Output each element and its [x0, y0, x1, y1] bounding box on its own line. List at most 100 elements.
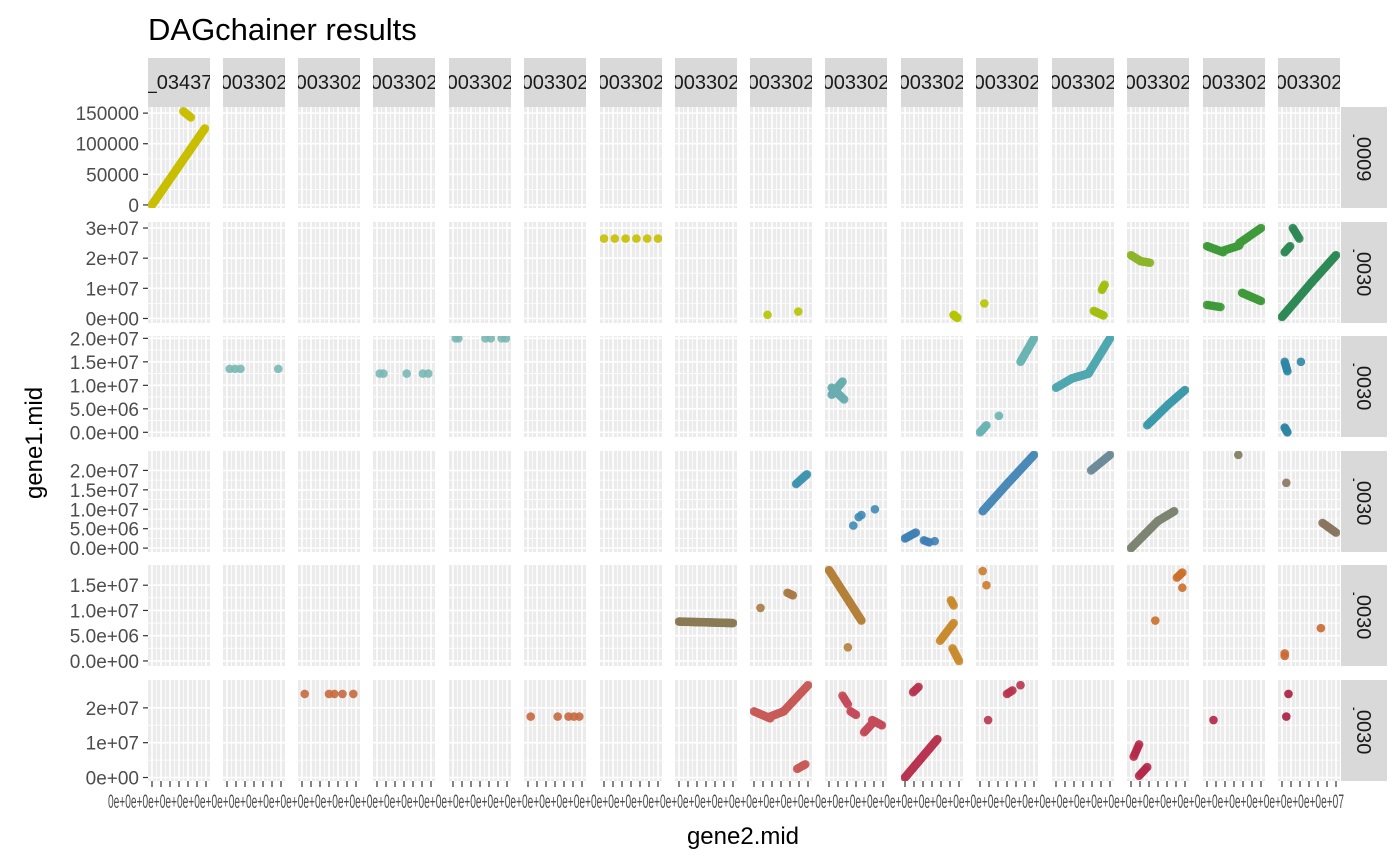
- facet-panel: [976, 565, 1038, 666]
- facet-panel: [524, 336, 586, 437]
- strip-background: [1052, 58, 1114, 107]
- data-point: [1294, 234, 1304, 243]
- y-tick-label: 0.0e+00: [70, 539, 139, 560]
- panel-points: [901, 528, 939, 547]
- facet-panel: [148, 565, 210, 666]
- strip-background: [750, 58, 812, 107]
- facet-panel: [675, 565, 737, 666]
- facet-panel: [901, 222, 963, 323]
- facet-panel: [1127, 680, 1189, 781]
- data-point: [1283, 428, 1292, 437]
- strip-background: [1341, 565, 1387, 666]
- strip-background: [825, 58, 887, 107]
- facet-panel: [750, 565, 812, 666]
- facet-panel: [373, 680, 435, 781]
- column-strip: 003302: [748, 58, 815, 107]
- data-point: [949, 601, 958, 610]
- data-point: [933, 734, 942, 744]
- data-point: [1151, 616, 1160, 625]
- data-point: [424, 369, 433, 378]
- column-strip-label: 003302: [1050, 72, 1117, 94]
- column-strip-label: 003302: [899, 72, 966, 94]
- panel-points: [1127, 506, 1179, 552]
- panel-points: [901, 682, 942, 781]
- data-point: [839, 395, 849, 404]
- facet-panel: [825, 107, 887, 208]
- facet-panel: [1278, 336, 1340, 437]
- strip-background: [1278, 58, 1340, 107]
- data-point: [1178, 583, 1187, 593]
- column-strip-label: 003302: [974, 72, 1041, 94]
- data-point: [1029, 451, 1038, 460]
- chart-title: DAGchainer results: [148, 12, 417, 47]
- data-point: [994, 411, 1004, 421]
- data-point: [914, 682, 923, 692]
- panel-points: [849, 504, 880, 530]
- facet-panel: [298, 565, 360, 666]
- panel-points: [1142, 385, 1189, 430]
- y-tick-label: 5.0e+06: [70, 400, 139, 421]
- facet-panel: [148, 336, 210, 437]
- facet-panel: [1127, 565, 1189, 666]
- facet-panel: [1052, 565, 1114, 666]
- facet-panel: [1203, 680, 1265, 781]
- data-point: [1280, 649, 1289, 658]
- data-point: [1316, 623, 1326, 633]
- y-tick-label: 0.0e+00: [70, 652, 139, 673]
- column-strip: 003302: [1203, 58, 1265, 107]
- facet-panel: [675, 107, 737, 208]
- facet-panel: [1052, 680, 1114, 781]
- facet-panel: [600, 680, 662, 781]
- panel-points: [300, 689, 358, 699]
- data-point: [911, 528, 921, 537]
- panel-points: [1209, 715, 1218, 725]
- panel-points: [976, 336, 1038, 437]
- panel-points: [1203, 223, 1265, 312]
- strip-background: [600, 58, 662, 107]
- data-point: [1169, 506, 1179, 516]
- row-strip-label: C_003074: [1352, 455, 1374, 547]
- data-point: [1008, 686, 1017, 695]
- facet-panel: [1203, 336, 1265, 437]
- facet-panel: [1203, 565, 1265, 666]
- data-point: [803, 680, 812, 690]
- data-point: [1282, 712, 1291, 721]
- facet-panel: [524, 107, 586, 208]
- facet-panel: [449, 107, 511, 208]
- data-point: [349, 689, 358, 699]
- column-strip: 003302: [600, 58, 662, 107]
- data-point: [857, 616, 866, 625]
- data-point: [1234, 451, 1243, 460]
- column-strip: 003302: [524, 58, 586, 107]
- data-point: [236, 364, 245, 374]
- column-strip-label: 003302: [748, 72, 815, 94]
- y-tick-label: 5.0e+06: [70, 627, 139, 648]
- facet-panel: [524, 680, 586, 781]
- row-strip: C_003070: [1341, 222, 1387, 323]
- facet-panel: [1052, 107, 1114, 208]
- data-point: [454, 336, 463, 343]
- panel-points: [763, 307, 803, 320]
- column-strip-label: _03437: [145, 72, 213, 94]
- y-tick-label: 2.0e+07: [70, 329, 139, 350]
- data-point: [1331, 250, 1340, 260]
- y-tick-label: 0: [128, 196, 139, 217]
- row-strip: C_003076: [1341, 680, 1387, 781]
- data-point: [1142, 762, 1152, 772]
- facet-panel: [298, 451, 360, 552]
- column-strip: 003302: [675, 58, 737, 107]
- facet-panel: [750, 451, 812, 552]
- facet-panel: [524, 451, 586, 552]
- panel-points: [526, 712, 584, 721]
- facet-panel: [449, 336, 511, 437]
- facet-panel: [1127, 451, 1189, 552]
- data-point: [1180, 385, 1189, 395]
- strip-background: [1341, 680, 1387, 781]
- facet-panel: [223, 680, 285, 781]
- facet-panel: [373, 336, 435, 437]
- row-strip: C_003071: [1341, 336, 1387, 437]
- facet-panel: [675, 336, 737, 437]
- data-point: [1099, 311, 1108, 320]
- strip-background: [223, 58, 285, 107]
- y-ticks-layer: 0 50000 100000 150000 0e+00 1e+07 2e+07 3e+07 0.…: [70, 104, 148, 790]
